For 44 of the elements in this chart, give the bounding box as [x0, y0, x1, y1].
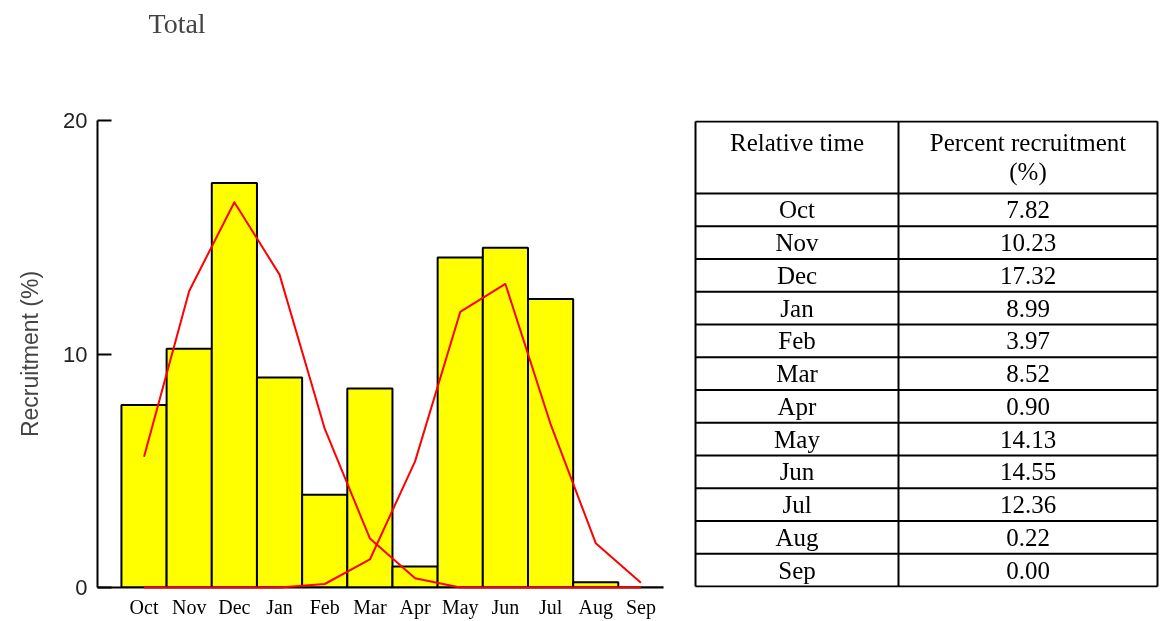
text: Mar	[776, 360, 819, 388]
text: May	[774, 425, 821, 453]
text: 0.90	[1006, 392, 1050, 420]
x-tick-label: Nov	[171, 595, 207, 618]
x-tick-label: Jan	[266, 595, 293, 618]
text: 17.32	[999, 261, 1057, 289]
chart-title: Total	[148, 7, 206, 39]
x-tick-label: Oct	[129, 595, 159, 618]
text: Oct	[778, 196, 816, 224]
y-tick-label: 10	[63, 341, 88, 367]
x-tick-label: May	[441, 595, 479, 619]
text: 14.55	[999, 458, 1057, 486]
x-tick-label: Jul	[538, 595, 563, 618]
text: Jul	[782, 491, 812, 519]
text: Apr	[777, 392, 818, 420]
x-tick-label: Feb	[309, 595, 340, 618]
text: Dec	[776, 261, 818, 289]
text: 14.13	[999, 425, 1057, 453]
x-tick-label: Aug	[578, 595, 613, 619]
y-axis-title: Recruitment (%)	[17, 270, 44, 438]
x-tick-label: Dec	[218, 595, 251, 618]
text: 12.36	[999, 491, 1057, 519]
text: Sep	[778, 556, 816, 584]
text: Aug	[775, 523, 820, 551]
text: Jun	[779, 458, 815, 486]
text: 3.97	[1006, 327, 1050, 355]
x-tick-label: Sep	[625, 595, 656, 619]
text: Jan	[780, 294, 815, 322]
text: 7.82	[1006, 196, 1050, 224]
y-tick-label: 0	[75, 575, 88, 600]
text: Nov	[775, 229, 820, 257]
line-series	[143, 201, 642, 589]
text: 8.99	[1006, 294, 1050, 322]
text: 0.00	[1006, 556, 1050, 584]
text: Feb	[778, 327, 816, 355]
text: 0.22	[1006, 523, 1050, 551]
x-tick-label: Mar	[353, 595, 387, 618]
y-tick-label: 20	[63, 108, 88, 133]
text: 8.52	[1006, 360, 1050, 388]
text: Relative time	[730, 128, 864, 156]
text: 10.23	[999, 229, 1057, 257]
text: Percent recruitment (%)	[929, 128, 1127, 187]
x-tick-label: Apr	[399, 595, 431, 619]
x-tick-label: Jun	[491, 595, 520, 618]
